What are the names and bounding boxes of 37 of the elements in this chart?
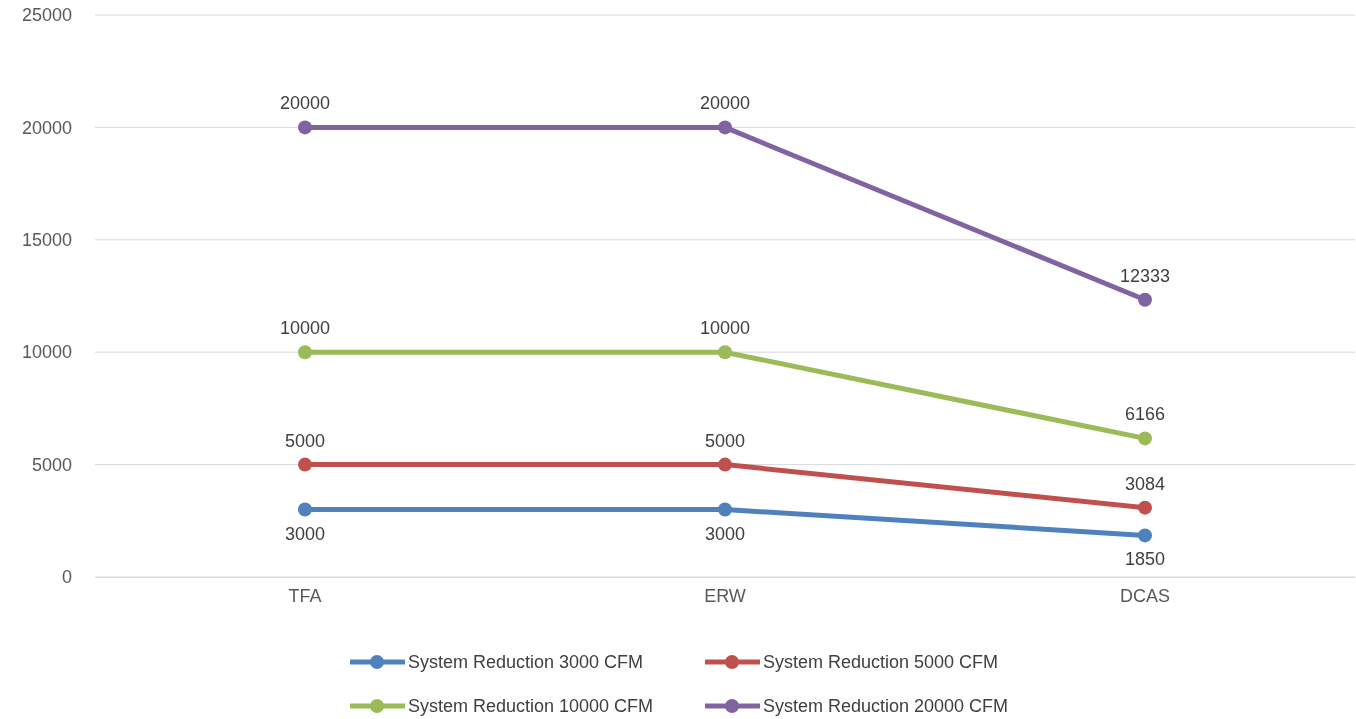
y-tick-label: 0 xyxy=(61,567,72,588)
legend-label: System Reduction 5000 CFM xyxy=(763,652,999,672)
point xyxy=(1138,292,1152,307)
point xyxy=(718,457,732,472)
data-label: 20000 xyxy=(699,93,751,114)
y-tick-label: 15000 xyxy=(21,230,72,251)
point xyxy=(718,502,732,517)
data-label: 5000 xyxy=(284,430,326,451)
point xyxy=(718,345,732,360)
point xyxy=(298,502,312,517)
x-tick-label: DCAS xyxy=(1119,586,1171,606)
data-label: 10000 xyxy=(279,318,331,339)
data-label: 6166 xyxy=(1124,404,1166,425)
y-tick-label: 5000 xyxy=(31,454,72,475)
data-label: 20000 xyxy=(279,93,331,114)
y-tick-label: 20000 xyxy=(21,117,72,138)
data-label: 10000 xyxy=(699,318,751,339)
point xyxy=(718,120,732,135)
legend-label: System Reduction 3000 CFM xyxy=(408,652,644,672)
point xyxy=(298,120,312,135)
point xyxy=(298,345,312,360)
y-tick-label: 25000 xyxy=(21,5,72,26)
data-label: 3000 xyxy=(704,523,746,544)
point xyxy=(1138,500,1152,515)
y-tick-label: 10000 xyxy=(21,342,72,363)
data-label: 3000 xyxy=(284,523,326,544)
x-tick-label: TFA xyxy=(288,586,322,606)
data-label: 3084 xyxy=(1124,473,1166,494)
point xyxy=(1138,431,1152,446)
data-label: 5000 xyxy=(704,430,746,451)
point xyxy=(298,457,312,472)
x-tick-label: ERW xyxy=(704,586,746,606)
legend-label: System Reduction 20000 CFM xyxy=(763,696,1009,716)
legend-label: System Reduction 10000 CFM xyxy=(408,696,654,716)
data-label: 1850 xyxy=(1124,549,1166,570)
point xyxy=(1138,528,1152,543)
data-label: 12333 xyxy=(1119,265,1171,286)
